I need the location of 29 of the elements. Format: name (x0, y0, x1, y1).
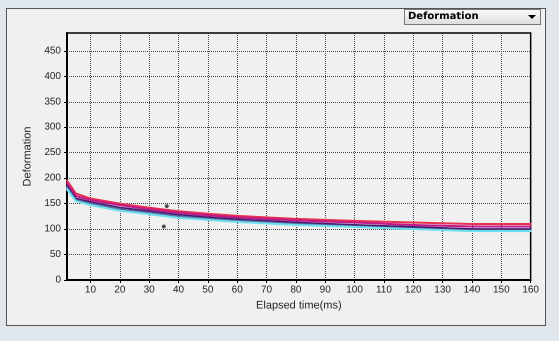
x-tick-label: 110 (376, 284, 392, 296)
y-tick-label: 50 (50, 249, 62, 260)
x-tick-label: 90 (320, 284, 332, 296)
y-tick-label: 400 (44, 70, 62, 82)
x-tick-label: 100 (346, 284, 364, 296)
x-tick-label: 30 (144, 284, 156, 296)
x-tick-label: 50 (202, 284, 214, 296)
y-tick-label: 200 (44, 172, 62, 184)
x-tick-label: 70 (260, 284, 273, 296)
x-tick-label: 10 (84, 284, 96, 296)
y-tick-label: 300 (44, 122, 62, 133)
y-tick-label: 150 (44, 198, 62, 210)
x-tick-label: 160 (522, 284, 540, 296)
y-tick-label: 250 (44, 147, 62, 158)
text: Deformation (408, 11, 479, 22)
x-tick-label: 80 (290, 284, 302, 296)
x-tick-label: 120 (404, 284, 422, 296)
x-tick-label: 130 (434, 284, 452, 296)
y-axis-title: Deformation (22, 126, 34, 186)
x-axis-title: Elapsed time(ms) (256, 299, 342, 312)
x-tick-label: 20 (114, 284, 126, 296)
y-tick-label: 100 (44, 224, 62, 235)
x-tick-label: 60 (232, 284, 244, 296)
x-tick-label: 140 (464, 284, 481, 296)
x-tick-label: 150 (492, 284, 510, 296)
y-tick-label: 450 (44, 45, 62, 56)
y-tick-label: 350 (44, 96, 62, 108)
y-tick-label: 0 (55, 274, 62, 286)
x-tick-label: 40 (172, 284, 185, 296)
